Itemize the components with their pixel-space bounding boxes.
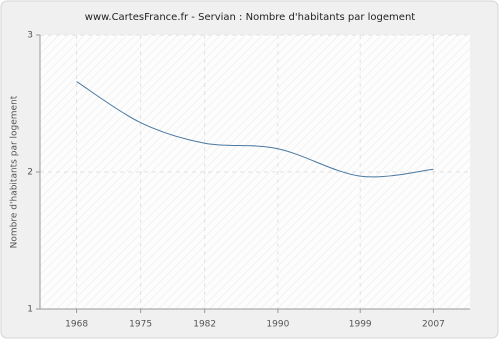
x-tick-label: 2007 xyxy=(422,320,445,330)
plot-area xyxy=(40,35,470,309)
x-tick-label: 1975 xyxy=(129,320,152,330)
y-axis-label: Nombre d'habitants par logement xyxy=(10,95,20,248)
y-tick-label: 3 xyxy=(27,31,33,41)
grid xyxy=(40,34,470,310)
y-tick-label: 1 xyxy=(27,305,33,315)
x-tick-label: 1999 xyxy=(349,320,372,330)
x-tick-label: 1990 xyxy=(266,320,289,330)
x-tick-label: 1968 xyxy=(65,320,88,330)
x-tick-label: 1982 xyxy=(193,320,216,330)
line xyxy=(76,81,434,178)
y-tick-label: 2 xyxy=(27,168,33,178)
chart-title: www.CartesFrance.fr - Servian : Nombre d… xyxy=(85,12,416,23)
